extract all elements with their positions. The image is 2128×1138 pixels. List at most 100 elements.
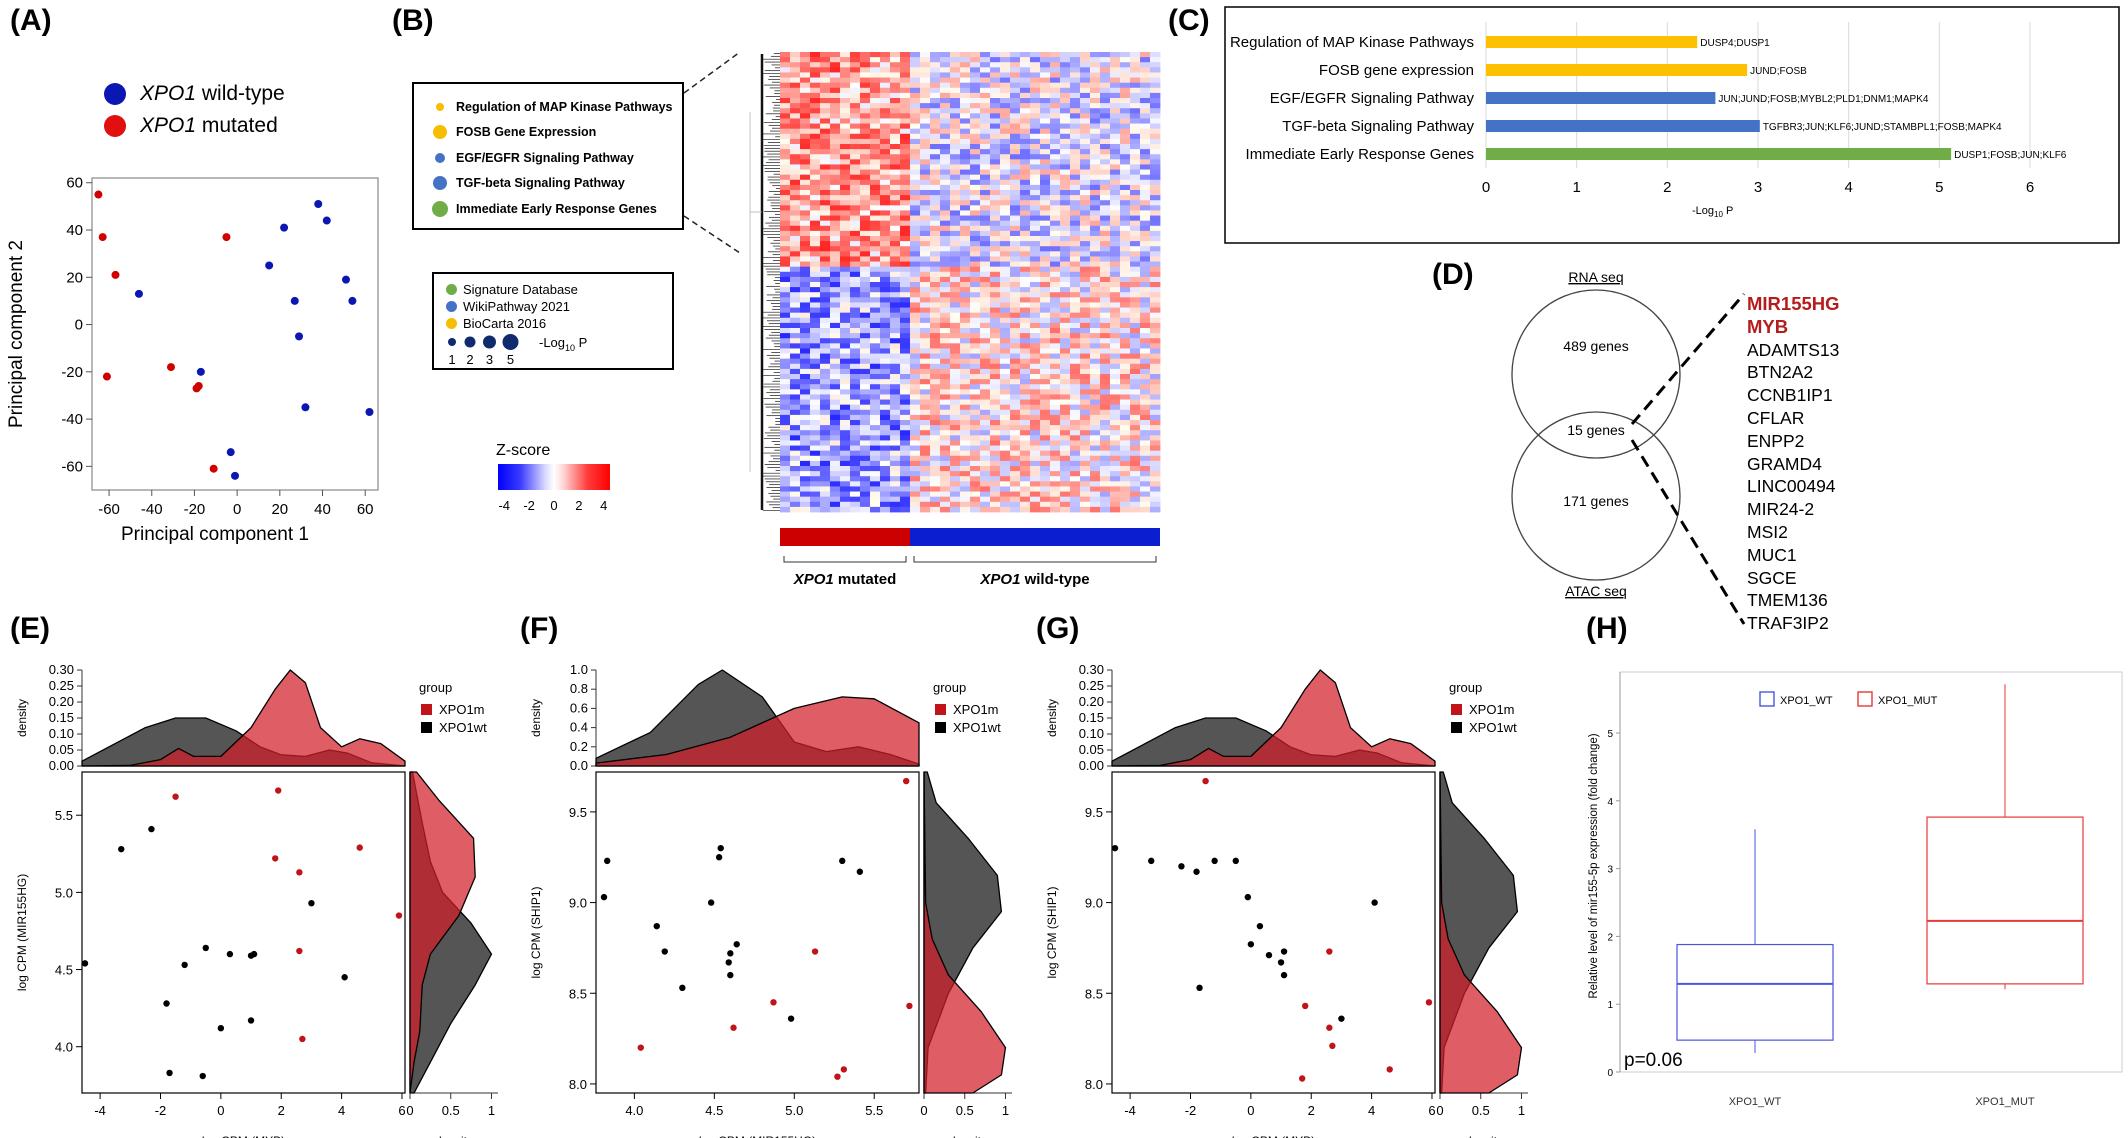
x-tick-label: 4: [1368, 1103, 1375, 1118]
pathway-legend-label: FOSB Gene Expression: [456, 125, 597, 140]
y-tick-label: 60: [66, 175, 83, 192]
right-density-axis-title: density: [949, 1134, 987, 1138]
size-legend-dot: [483, 335, 496, 349]
top-density-tick-label: 0.20: [1079, 694, 1104, 709]
highlight-gene: MYB: [1747, 315, 1789, 337]
zscore-gradient: [498, 464, 610, 490]
right-density-tick-label: 1: [488, 1103, 495, 1118]
bar-gene-label: JUND;FOSB: [1750, 66, 1807, 77]
y-tick-label: 8.0: [569, 1077, 587, 1092]
wildtype-group-label: XPO1 wild-type: [979, 571, 1089, 588]
wt-point: [181, 961, 188, 969]
top-density-tick-label: 0.8: [570, 681, 588, 696]
pca-point: [209, 464, 218, 473]
bar-gene-label: JUN;JUND;FOSB;MYBL2;PLD1;DNM1;MAPK4: [1718, 94, 1928, 105]
legend-label: mutated: [196, 114, 278, 137]
database-legend-label: Signature Database: [463, 282, 578, 297]
wt-point: [163, 1000, 170, 1007]
mir155-boxplot: 0 1 2 3 4 5 Relative level of mir155-5p expres…: [1588, 671, 2123, 1108]
x-tick-label: 0: [1247, 1103, 1254, 1118]
wt-point: [1256, 922, 1264, 930]
wt-point: [199, 1072, 206, 1080]
pathway-legend-label: Regulation of MAP Kinase Pathways: [456, 99, 673, 114]
rna-seq-circle: [1511, 289, 1681, 459]
y-tick-label: 0: [1607, 1068, 1613, 1079]
wt-dot-icon: [104, 83, 126, 105]
gene-item: MUC1: [1747, 544, 1797, 565]
mut-point: [770, 999, 777, 1006]
legend-gene: XPO1: [140, 114, 197, 137]
pca-point: [295, 332, 304, 341]
wt-point: [603, 857, 611, 865]
top-density-tick-label: 0.30: [49, 662, 74, 677]
mut-point: [172, 793, 179, 800]
mut-point: [1202, 777, 1209, 785]
mut-point: [906, 1002, 913, 1010]
y-tick-label: -40: [61, 411, 83, 428]
mut-point: [356, 844, 363, 851]
mutated-group-bar: [780, 528, 910, 546]
boxplot-legend-swatch: [1857, 691, 1873, 707]
top-density-tick-label: 0.30: [1079, 662, 1104, 677]
pca-point: [314, 200, 323, 208]
x-axis-title: log CPM (MYB): [1232, 1134, 1315, 1138]
pca-legend-item-wt: XPO1 wild-type: [104, 78, 285, 110]
database-legend-item: BioCarta 2016: [446, 315, 672, 332]
mut-dot-icon: [104, 115, 126, 137]
right-density-tick-label: 0: [920, 1103, 927, 1118]
wt-point: [715, 854, 723, 861]
gene-item: CFLAR: [1747, 407, 1805, 428]
panel-label-g: (G): [1036, 612, 1080, 645]
wt-point: [226, 950, 234, 958]
y-axis-title: log CPM (SHIP1): [1045, 886, 1059, 978]
group-legend-label: XPO1m: [1469, 702, 1515, 717]
size-legend-dot: [464, 336, 476, 348]
database-legend-box: Signature Database WikiPathway 2021 BioCar…: [432, 272, 674, 370]
gene-item: LINC00494: [1747, 476, 1836, 497]
wildtype-group-bar: [910, 528, 1160, 546]
y-tick-label: 20: [66, 269, 83, 286]
scatter-frame: [595, 771, 920, 1094]
database-legend-item: Signature Database: [446, 281, 672, 298]
group-legend-swatch: [1451, 722, 1462, 733]
wt-point: [787, 1015, 795, 1022]
x-tick-label: 2: [1308, 1103, 1315, 1118]
wt-point: [1280, 948, 1288, 955]
right-density-mut: [923, 771, 1007, 1094]
mut-point: [834, 1073, 841, 1080]
wt-point: [1232, 857, 1239, 865]
heatmap-dendrogram: [749, 53, 780, 511]
pca-legend-item-mut: XPO1 mutated: [104, 110, 285, 142]
y-tick-label: 0: [75, 317, 83, 334]
panel-label-a: (A): [10, 4, 52, 37]
pca-point: [98, 233, 107, 242]
database-legend-label: WikiPathway 2021: [463, 299, 570, 314]
scatter-frame: [1111, 771, 1436, 1094]
y-tick-label: 3: [1607, 865, 1613, 876]
mut-point: [903, 777, 910, 785]
wt-point: [727, 950, 734, 957]
y-tick-label: -60: [61, 458, 83, 475]
y-tick-label: 8.0: [1085, 1077, 1103, 1092]
mut-point: [1301, 1002, 1309, 1010]
pathway-dot-icon: [436, 102, 444, 111]
x-tick-label: 6: [398, 1103, 405, 1118]
size-legend-dot: [448, 338, 456, 346]
wt-point: [717, 844, 724, 852]
y-tick-label: -20: [61, 364, 83, 381]
wt-point: [1244, 893, 1252, 901]
boxplot-legend-swatch: [1759, 691, 1775, 707]
mut-point: [271, 855, 279, 862]
right-density-tick-label: 0: [406, 1103, 413, 1118]
y-tick-label: 2: [1607, 932, 1613, 943]
y-tick-label: 5.5: [55, 808, 73, 823]
group-legend-swatch: [421, 722, 432, 733]
top-density-tick-label: 0.6: [570, 700, 588, 715]
pca-point: [231, 471, 239, 480]
y-axis-title: log CPM (SHIP1): [529, 886, 543, 978]
top-density-tick-label: 0.00: [49, 758, 74, 773]
right-density-tick-label: 0.5: [442, 1103, 460, 1118]
mutated-bracket: [783, 556, 907, 563]
mut-point: [296, 947, 303, 955]
x-tick-label: 5.5: [865, 1103, 883, 1118]
